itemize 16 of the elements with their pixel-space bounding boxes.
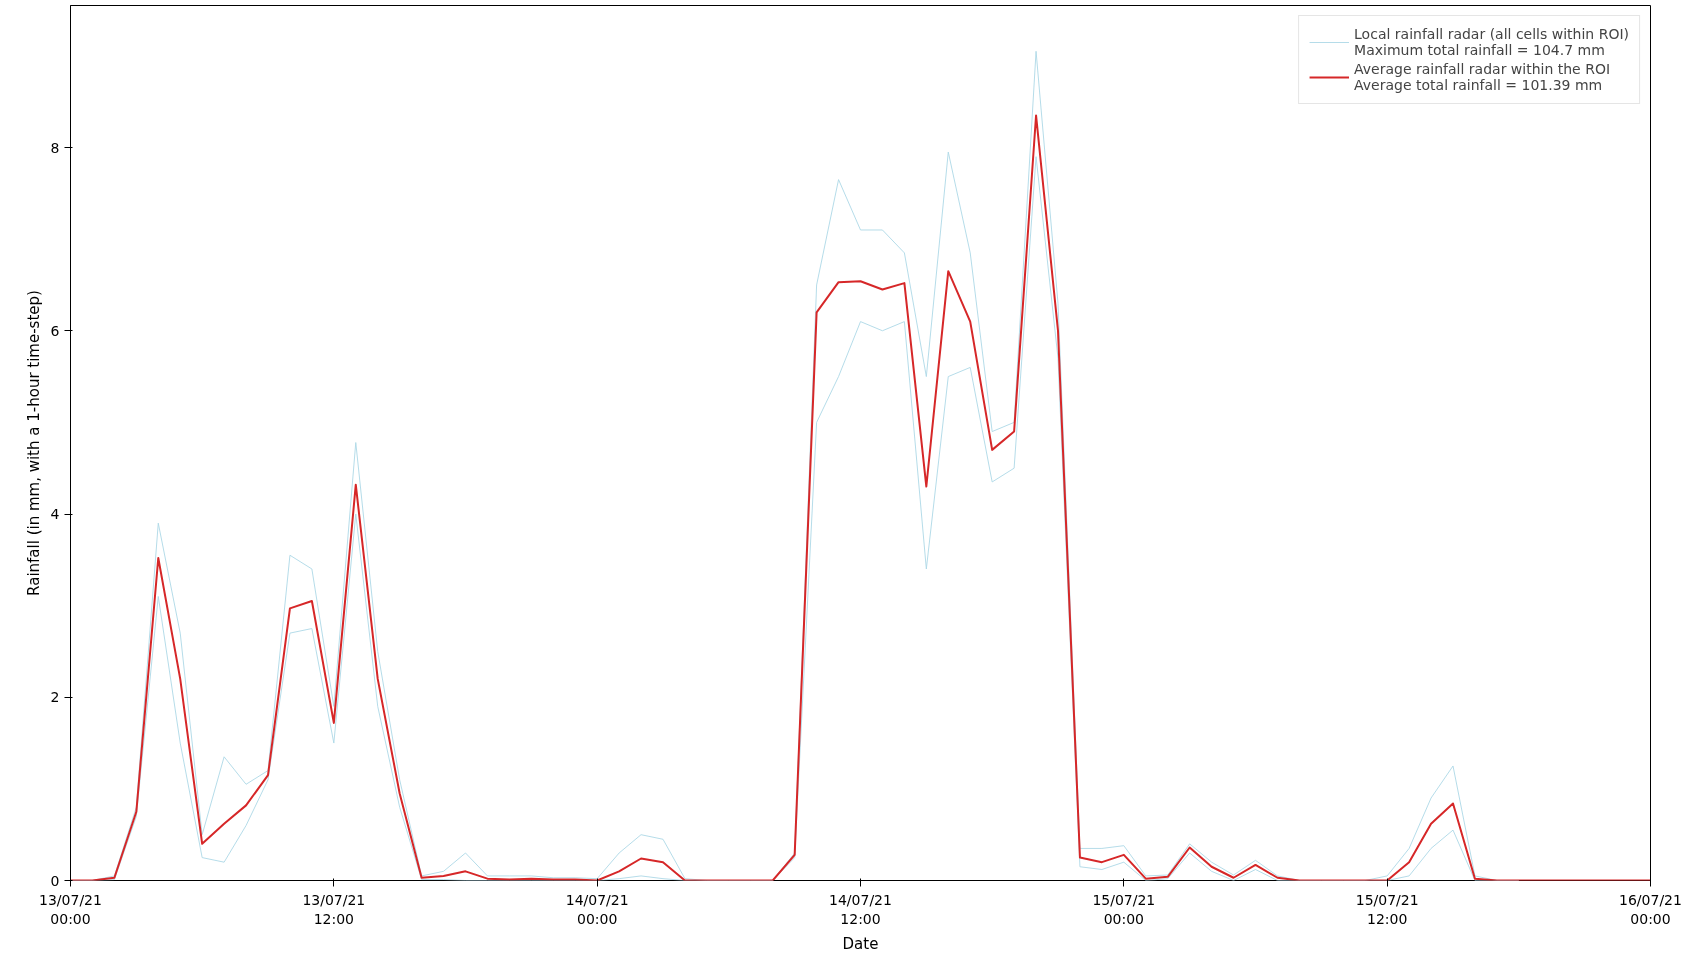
- x-tick-label: 14/07/21 00:00: [565, 891, 629, 927]
- x-tick-label: 15/07/21 12:00: [1355, 891, 1419, 927]
- y-axis-title: Rainfall (in mm, with a 1-hour time-step): [24, 290, 43, 596]
- x-axis-title: Date: [842, 934, 879, 953]
- y-tick-label: 2: [50, 689, 60, 706]
- y-tick-label: 4: [50, 506, 60, 523]
- legend-label: Average rainfall radar within the ROI Average total rainfall = 101.39 mm: [1354, 61, 1611, 93]
- x-tick-label: 15/07/21 00:00: [1092, 891, 1156, 927]
- x-tick-label: 13/07/21 00:00: [39, 891, 102, 927]
- y-tick-label: 8: [50, 139, 60, 156]
- x-tick-label: 13/07/21 12:00: [302, 891, 366, 927]
- legend-label: Local rainfall radar (all cells within ROI) Maximum total rainfall = 104.7 mm: [1354, 26, 1629, 58]
- y-tick-label: 6: [50, 322, 60, 339]
- y-tick-label: 0: [50, 872, 60, 889]
- x-tick-label: 14/07/21 12:00: [829, 891, 892, 927]
- x-tick-label: 16/07/21 00:00: [1619, 891, 1682, 927]
